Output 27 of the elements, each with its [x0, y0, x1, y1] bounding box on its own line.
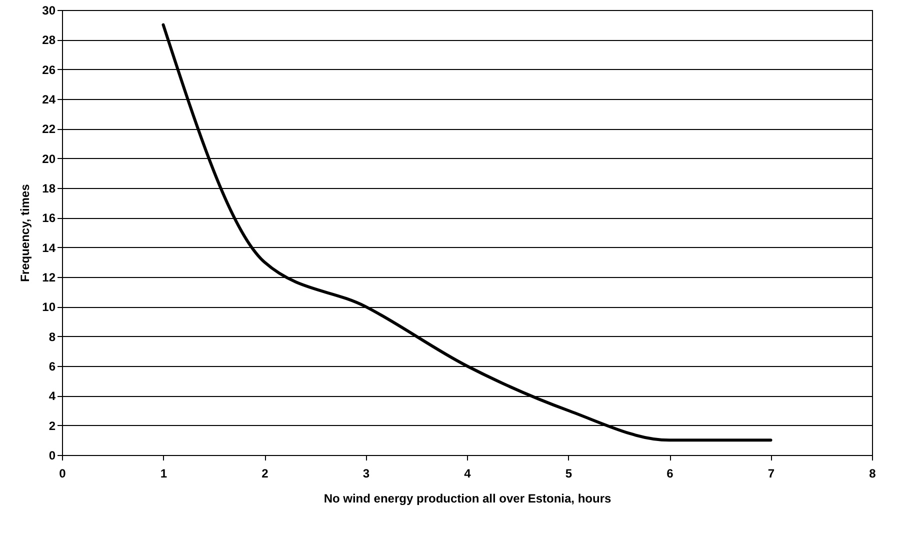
- y-tick-label: 18: [42, 182, 56, 196]
- x-tick-label: 8: [869, 466, 876, 480]
- y-tick-label: 12: [42, 270, 56, 284]
- y-tick-label: 0: [48, 448, 56, 462]
- x-tick-label: 0: [59, 466, 66, 480]
- y-tick-label: 16: [42, 211, 56, 226]
- x-tick-label: 5: [565, 466, 572, 480]
- y-axis-title: Frequency, times: [18, 184, 32, 282]
- x-tick-label: 7: [768, 466, 775, 480]
- y-tick-label: 6: [48, 360, 56, 374]
- y-tick-label: 10: [42, 300, 56, 314]
- x-tick-label: 6: [666, 466, 674, 480]
- y-tick-label: 28: [42, 33, 56, 48]
- y-tick-label: 26: [42, 62, 56, 77]
- y-tick-label: 2: [48, 418, 56, 433]
- x-axis-title: No wind energy production all over Estonia, hours: [324, 492, 612, 506]
- y-tick-label: 14: [42, 240, 56, 255]
- x-tick-label: 2: [262, 466, 269, 480]
- x-tick-label: 1: [160, 466, 168, 480]
- y-tick-label: 22: [42, 122, 56, 136]
- x-tick-label: 4: [464, 466, 472, 480]
- y-tick-label: 20: [42, 152, 56, 166]
- y-tick-label: 4: [48, 389, 56, 404]
- y-tick-label: 30: [42, 4, 56, 18]
- y-tick-label: 8: [48, 330, 56, 344]
- y-tick-label: 24: [42, 92, 56, 106]
- x-tick-label: 3: [362, 466, 370, 480]
